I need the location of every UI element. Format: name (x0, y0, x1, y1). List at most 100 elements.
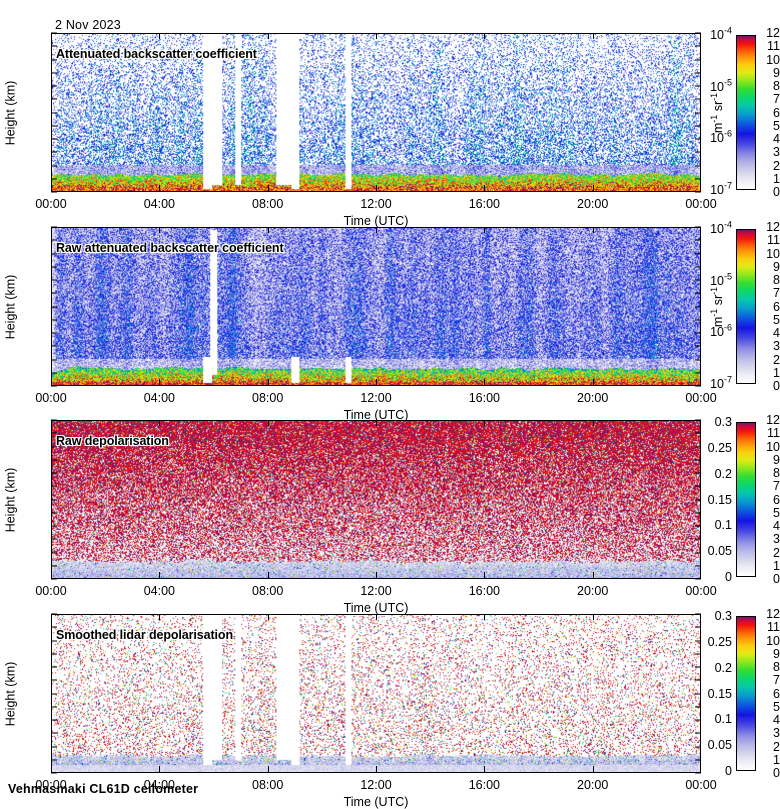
x-tick-label: 00:00 (35, 197, 67, 211)
x-tick-label: 04:00 (143, 197, 175, 211)
y-tick-mark (51, 165, 57, 166)
y-tick-label: 12 (766, 412, 780, 427)
y-tick-mark (51, 306, 57, 307)
plot-area-raw-depolarisation[interactable] (51, 420, 701, 579)
heatmap-canvas-attenuated-backscatter (52, 34, 700, 191)
y-tick-label: 10 (766, 633, 780, 648)
colorbar-tick-label: 10-7 (710, 180, 732, 197)
y-tick-mark (695, 191, 701, 193)
y-tick-label: 0 (773, 378, 780, 393)
y-axis-label: Height (km) (3, 80, 17, 145)
x-tick-mark (376, 227, 377, 233)
y-tick-label: 9 (773, 259, 780, 274)
x-axis-label: Time (UTC) (343, 795, 409, 809)
y-tick-mark (695, 719, 701, 721)
y-tick-label: 4 (773, 712, 780, 727)
y-tick-mark (51, 266, 57, 268)
y-tick-mark (695, 578, 701, 580)
y-tick-mark (51, 239, 57, 241)
x-tick-mark (592, 766, 594, 772)
panel-title-attenuated-backscatter: Attenuated backscatter coefficient (56, 47, 257, 61)
y-tick-label: 12 (766, 25, 780, 40)
y-tick-mark (695, 253, 701, 254)
y-tick-mark (695, 372, 701, 374)
y-tick-label: 7 (773, 673, 780, 687)
x-tick-mark (592, 420, 594, 426)
plot-area-raw-attenuated-backscatter[interactable] (51, 227, 701, 386)
y-tick-mark (695, 472, 701, 474)
y-tick-mark (695, 59, 701, 60)
x-tick-mark (484, 185, 486, 191)
heatmap-canvas-raw-depolarisation (52, 421, 700, 578)
y-tick-mark (695, 626, 701, 628)
x-tick-mark (592, 227, 594, 233)
instrument-site-label: Vehmasmaki CL61D ceilometer (8, 782, 199, 796)
x-tick-mark (267, 185, 269, 191)
x-tick-label: 00:00 (35, 391, 67, 405)
y-tick-mark (51, 772, 57, 774)
y-tick-mark (695, 653, 701, 655)
y-tick-label: 8 (773, 465, 780, 480)
y-tick-mark (51, 626, 57, 628)
y-tick-mark (51, 279, 57, 281)
y-tick-label: 6 (773, 299, 780, 314)
y-tick-mark (695, 165, 701, 166)
x-tick-mark (159, 420, 161, 426)
x-tick-mark (376, 572, 377, 578)
y-tick-label: 3 (773, 532, 780, 546)
y-tick-mark (695, 112, 701, 113)
y-tick-mark (51, 292, 57, 294)
x-tick-label: 00:00 (685, 391, 717, 405)
colorbar-tick-label: 0.2 (714, 466, 732, 481)
y-tick-mark (51, 666, 57, 668)
y-tick-mark (695, 385, 701, 387)
y-tick-mark (695, 485, 701, 487)
colorbar-tick-label: 0.05 (707, 737, 732, 752)
y-tick-mark (51, 345, 57, 347)
y-tick-label: 0 (773, 571, 780, 586)
x-tick-mark (592, 379, 594, 385)
x-tick-mark (592, 33, 594, 39)
y-tick-mark (51, 613, 57, 615)
colorbar-raw-attenuated-backscatter (736, 229, 756, 384)
x-tick-mark (592, 185, 594, 191)
y-tick-label: 3 (773, 726, 780, 740)
y-tick-mark (695, 732, 701, 734)
x-axis-label: Time (UTC) (343, 601, 409, 615)
x-tick-label: 00:00 (685, 197, 717, 211)
y-tick-label: 2 (773, 545, 780, 560)
plot-area-attenuated-backscatter[interactable] (51, 33, 701, 192)
y-tick-mark (51, 332, 57, 334)
y-tick-mark (51, 72, 57, 74)
y-tick-mark (695, 525, 701, 527)
colorbar-tick-label: 10-5 (710, 77, 732, 94)
x-tick-mark (592, 614, 594, 620)
y-tick-label: 6 (773, 105, 780, 120)
y-tick-mark (695, 432, 701, 434)
x-tick-mark (484, 33, 486, 39)
y-tick-label: 1 (773, 752, 780, 767)
y-tick-mark (51, 359, 57, 360)
y-tick-mark (51, 693, 57, 694)
y-tick-mark (51, 552, 57, 553)
y-tick-mark (695, 32, 701, 34)
y-tick-mark (695, 178, 701, 180)
x-tick-mark (267, 227, 269, 233)
plot-area-smoothed-lidar-depolarisation[interactable] (51, 614, 701, 773)
x-tick-label: 12:00 (360, 584, 392, 598)
y-tick-mark (51, 432, 57, 434)
y-tick-mark (51, 59, 57, 60)
y-tick-mark (695, 679, 701, 681)
x-tick-label: 04:00 (143, 778, 175, 792)
y-tick-label: 5 (773, 699, 780, 714)
x-tick-label: 12:00 (360, 778, 392, 792)
date-label: 2 Nov 2023 (55, 18, 121, 32)
y-tick-mark (51, 226, 57, 228)
x-tick-mark (159, 614, 161, 620)
x-tick-label: 20:00 (577, 391, 609, 405)
colorbar-unit-label: m-1 sr-1 (708, 286, 725, 327)
y-tick-label: 0 (773, 184, 780, 199)
y-tick-mark (695, 772, 701, 774)
colorbar-tick-label: 0.25 (707, 634, 732, 649)
y-tick-label: 7 (773, 286, 780, 300)
